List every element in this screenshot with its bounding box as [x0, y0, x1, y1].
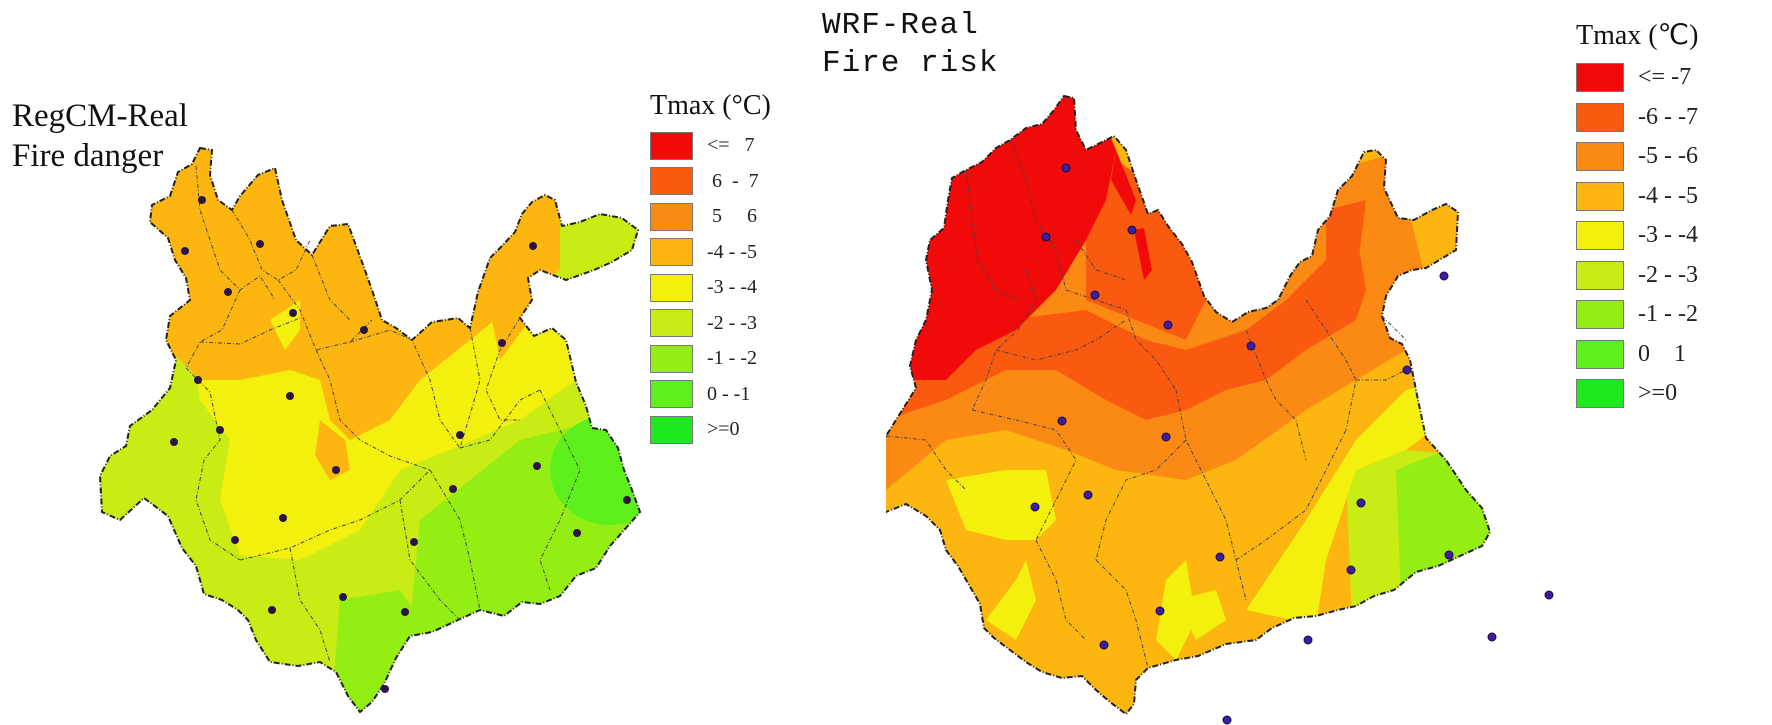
- choropleth-map-wrf: [886, 95, 1554, 725]
- legend-label: -4 - -5: [1638, 182, 1698, 209]
- legend-label: -1 - -2: [1638, 301, 1698, 328]
- legend-label: -3 - -4: [707, 276, 757, 299]
- station-markers: [1030, 163, 1554, 725]
- legend-label: -2 - -3: [707, 311, 757, 334]
- legend-label: -5 - -6: [1638, 143, 1698, 170]
- legend-item: -5 - -6: [1576, 137, 1698, 177]
- choropleth-map-regcm: [99, 147, 641, 713]
- legend-swatch: [1576, 260, 1624, 290]
- map-title: RegCM-Real: [12, 98, 188, 134]
- legend-swatch: [650, 380, 693, 409]
- legend-label: -1 - -2: [707, 347, 757, 370]
- legend-swatch: [1576, 379, 1624, 409]
- legend-item: -4 - -5: [1576, 177, 1698, 217]
- legend-title: Tmax (°C): [650, 90, 771, 121]
- legend-item: >=0: [650, 412, 771, 448]
- legend-regcm: Tmax (°C) <= 7 6 - 7 5 6 -4 - -5 -3 - -4…: [650, 90, 771, 448]
- legend-label: <= -7: [1638, 64, 1692, 91]
- station-markers: [170, 196, 631, 693]
- panel-regcm: RegCM-Real Fire danger: [12, 90, 771, 713]
- legend-title: Tmax (℃): [1576, 20, 1699, 51]
- legend-item: -1 - -2: [1576, 295, 1698, 335]
- legend-swatch: [1576, 181, 1624, 211]
- legend-item: -1 - -2: [650, 341, 771, 377]
- legend-swatch: [650, 309, 693, 338]
- legend-item: 5 6: [650, 199, 771, 235]
- legend-label: -6 - -7: [1638, 103, 1698, 130]
- legend-swatch: [650, 344, 693, 373]
- legend-label: >=0: [1638, 380, 1678, 407]
- legend-item: -2 - -3: [650, 306, 771, 342]
- legend-item: 0 1: [1576, 335, 1698, 375]
- legend-label: -2 - -3: [1638, 261, 1698, 288]
- map-subtitle: Fire danger: [12, 138, 164, 174]
- legend-item: -3 - -4: [650, 270, 771, 306]
- legend-label: -3 - -4: [1638, 222, 1698, 249]
- legend-swatch: [650, 167, 693, 196]
- legend-label: <= 7: [707, 134, 755, 157]
- legend-item: -4 - -5: [650, 235, 771, 271]
- legend-label: -4 - -5: [707, 240, 757, 263]
- legend-item: >=0: [1576, 374, 1698, 414]
- legend-label: >=0: [707, 418, 740, 441]
- legend-swatch: [650, 415, 693, 444]
- legend-item: <= -7: [1576, 58, 1698, 98]
- legend-item: -2 - -3: [1576, 256, 1698, 296]
- legend-swatch: [650, 202, 693, 231]
- legend-swatch: [1576, 339, 1624, 369]
- panel-wrf: WRF-Real Fire risk: [822, 0, 1772, 725]
- legend-wrf: Tmax (℃) <= -7 -6 - -7 -5 - -6 -4 - -5 -…: [1576, 18, 1698, 414]
- legend-item: -3 - -4: [1576, 216, 1698, 256]
- legend-item: -6 - -7: [1576, 98, 1698, 138]
- legend-swatch: [1576, 221, 1624, 251]
- legend-swatch: [650, 131, 693, 160]
- legend-item: 6 - 7: [650, 164, 771, 200]
- legend-item: <= 7: [650, 128, 771, 164]
- legend-swatch: [650, 273, 693, 302]
- legend-swatch: [1576, 142, 1624, 172]
- legend-label: 6 - 7: [707, 169, 759, 192]
- legend-item: 0 - -1: [650, 377, 771, 413]
- legend-swatch: [1576, 63, 1624, 93]
- map-title: WRF-Real: [822, 8, 979, 43]
- legend-label: 5 6: [707, 205, 757, 228]
- legend-label: 0 - -1: [707, 382, 751, 405]
- legend-label: 0 1: [1638, 340, 1686, 367]
- legend-swatch: [650, 238, 693, 267]
- legend-swatch: [1576, 300, 1624, 330]
- legend-swatch: [1576, 102, 1624, 132]
- map-subtitle: Fire risk: [822, 46, 999, 81]
